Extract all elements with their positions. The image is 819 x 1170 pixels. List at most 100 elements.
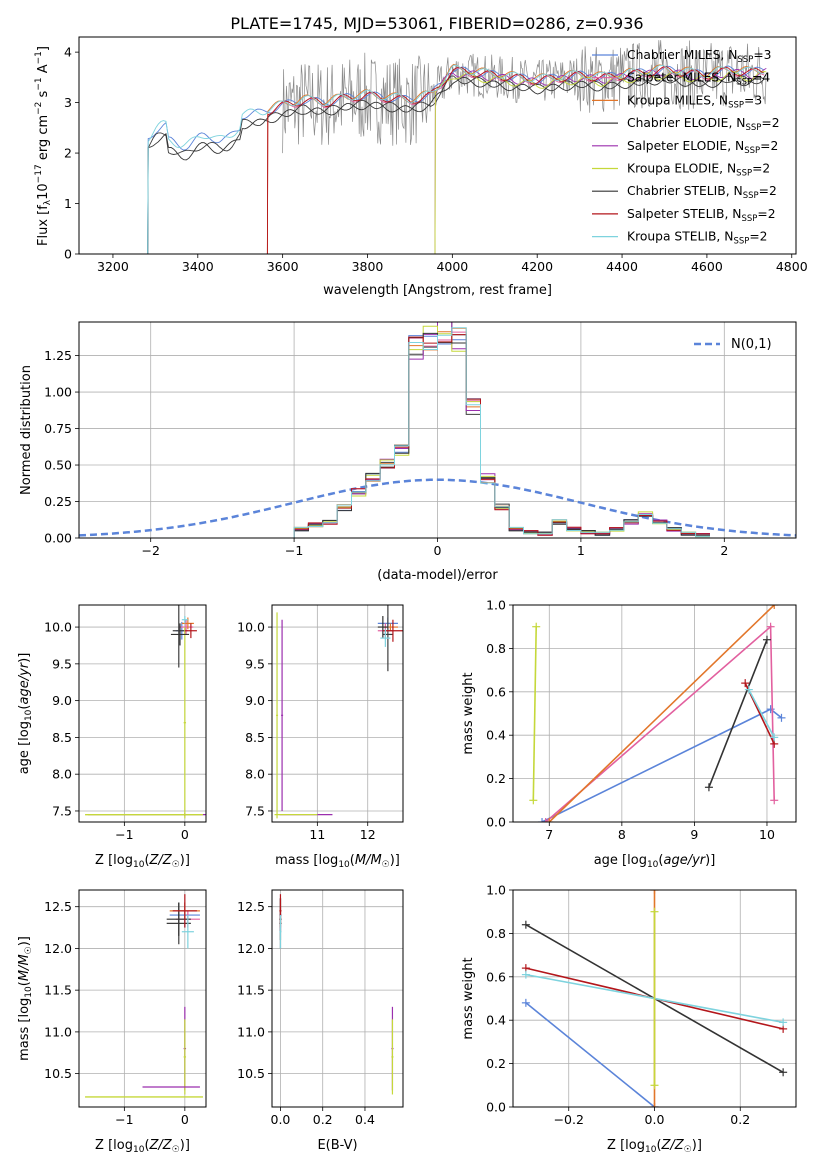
x-tick-label: 12 (360, 827, 376, 842)
label-part: )] (180, 853, 190, 868)
series-chabrier_miles (541, 708, 782, 822)
gaussian-curve (79, 478, 796, 537)
legend-label-text: Kroupa MILES, N (627, 93, 728, 107)
x-tick-label: 0.2 (313, 1112, 333, 1127)
x-tick-label: 3400 (182, 259, 214, 274)
y-tick-label: 11.0 (44, 1024, 72, 1039)
y-axis-label: Flux [fλ10−17 erg cm−2 s−1 A−1] (34, 46, 53, 246)
legend-label-chabrier_stelib: Chabrier STELIB, NSSP=2 (627, 184, 777, 201)
legend-label-sub: SSP (728, 100, 744, 110)
y-tick-label: 11.5 (44, 983, 72, 998)
y-tick-label: 12.5 (237, 899, 265, 914)
label-part: mass [log (17, 998, 32, 1061)
y-tick-label: 0.2 (486, 771, 506, 786)
legend-label-sub: SSP (736, 78, 752, 88)
y-tick-label: 1.0 (486, 598, 506, 613)
label-part: −1 (34, 51, 44, 64)
x-tick-label: −0.2 (554, 1112, 584, 1127)
y-tick-label: 3 (64, 95, 72, 110)
label-part: age/yr (663, 853, 706, 868)
y-tick-label: 0.50 (44, 458, 72, 473)
label-part: )] (390, 853, 400, 868)
axes-frame (78, 321, 797, 539)
y-axis-label: mass weight (461, 672, 476, 754)
chart-mass_vs_Z: −1 010.511.011.512.012.5Z [log10(Z/Z☉)]ma… (17, 889, 207, 1155)
chart-massweight_vs_Z: −0.2 0.0 0.2 0.0 0.2 0.4 0.6 0.8 1.0 Z [log10(Z/Z… (461, 883, 797, 1155)
x-tick-label: 8 (618, 827, 626, 842)
y-tick-label: 10.0 (237, 620, 265, 635)
y-tick-label: 8.5 (52, 730, 72, 745)
x-tick-label: −2 (141, 543, 159, 558)
label-part: ( (658, 853, 663, 868)
label-part: erg cm (36, 115, 51, 164)
label-part: ( (144, 1138, 149, 1153)
plot-area (521, 890, 788, 1107)
y-tick-label: 0.6 (486, 969, 506, 984)
label-part: ☉ (24, 946, 34, 954)
label-part: Flux [f (36, 205, 51, 246)
label-part: 10 (36, 183, 51, 200)
label-part: )] (705, 853, 715, 868)
label-part: ( (656, 1138, 661, 1153)
label-part: age [log (17, 721, 32, 774)
legend-label-tail: =3 (744, 93, 762, 107)
label-part: 10 (24, 709, 34, 721)
label-part: ☉ (684, 1145, 692, 1155)
plot-area (279, 894, 394, 1095)
legend-label-salpeter_miles: Salpeter MILES, NSSP=4 (627, 71, 770, 88)
x-axis-label: (data-model)/error (377, 568, 498, 583)
x-tick-label: 3600 (267, 259, 299, 274)
y-tick-label: 8.5 (245, 730, 265, 745)
x-axis-label: mass [log10(M/M☉)] (275, 853, 400, 870)
hist-kroupa_stelib (293, 327, 710, 538)
x-tick-label: 10 (759, 827, 775, 842)
y-tick-label: 0.0 (486, 1100, 506, 1115)
label-part: Z/Z (149, 853, 173, 868)
label-part: 10 (338, 860, 350, 870)
y-tick-label: 1.0 (486, 883, 506, 898)
legend-label-tail: =2 (760, 139, 778, 153)
series-kroupa_miles (548, 605, 775, 822)
plot-area (85, 605, 206, 819)
hist-chabrier_elodie (293, 322, 710, 538)
x-tick-label: 0 (181, 827, 189, 842)
y-tick-label: 10.5 (44, 1066, 72, 1081)
legend: N(0,1) (694, 337, 772, 352)
legend-label-salpeter_elodie: Salpeter ELODIE, NSSP=2 (627, 139, 778, 156)
label-part: s (36, 90, 51, 101)
label-part: Z [log (607, 1138, 645, 1153)
y-tick-label: 0.75 (44, 421, 72, 436)
series-chabrier_miles (525, 1002, 656, 1107)
legend-label-text: Salpeter STELIB, N (627, 207, 742, 221)
model-chabrier_miles (112, 65, 765, 254)
x-tick-label: −1 (115, 1112, 133, 1127)
legend-label-chabrier_elodie: Chabrier ELODIE, NSSP=2 (627, 116, 780, 133)
x-axis-label: Z [log10(Z/Z☉)] (95, 853, 190, 870)
label-part: ( (17, 705, 32, 710)
legend-label-text: Kroupa ELODIE, N (627, 162, 736, 176)
x-tick-label: −1 (285, 543, 303, 558)
plot-area (529, 605, 786, 822)
y-tick-label: 10.0 (44, 620, 72, 635)
axes-frame (78, 36, 797, 255)
legend-label-sub: SSP (733, 237, 749, 247)
legend-label-tail: =4 (752, 71, 770, 85)
legend-label-tail: =2 (757, 207, 775, 221)
label-part: λ (43, 199, 53, 205)
legend-label-text: Chabrier MILES, N (627, 48, 737, 62)
label-part: )] (17, 936, 32, 946)
model-salpeter_stelib (112, 65, 765, 254)
legend-label-text: Kroupa STELIB, N (627, 230, 733, 244)
x-axis-label: wavelength [Angstrom, rest frame] (323, 283, 552, 298)
plot-area (112, 40, 767, 254)
legend-label-sub: SSP (742, 214, 758, 224)
y-tick-label: 0.6 (486, 684, 506, 699)
y-tick-label: 0.2 (486, 1056, 506, 1071)
x-tick-label: 3200 (97, 259, 129, 274)
axes-frame (512, 889, 797, 1108)
legend-label-text: Salpeter MILES, N (627, 71, 736, 85)
x-tick-label: 4600 (691, 259, 723, 274)
legend-label-sub: SSP (745, 123, 761, 133)
y-tick-label: 0.00 (44, 531, 72, 546)
